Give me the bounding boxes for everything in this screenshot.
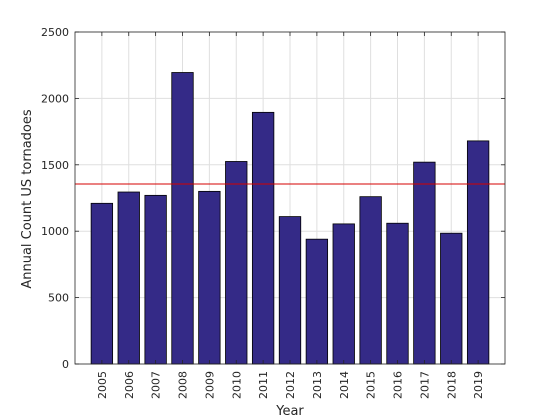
- bar-2014: [332, 223, 355, 365]
- bar-2011: [251, 111, 275, 365]
- x-tick-label: 2006: [123, 371, 136, 399]
- x-tick-label: 2005: [96, 371, 109, 399]
- x-tick-label: 2010: [230, 371, 243, 399]
- bar-2017: [413, 161, 436, 365]
- bar-2009: [198, 190, 221, 365]
- y-tick-label: 500: [48, 292, 69, 305]
- x-tick-label: 2009: [203, 371, 216, 399]
- bar-2018: [440, 232, 463, 365]
- x-tick-label: 2011: [257, 371, 270, 399]
- x-tick-label: 2013: [311, 371, 324, 399]
- y-tick-label: 2500: [41, 26, 69, 39]
- x-tick-label: 2014: [338, 371, 351, 399]
- bar-2015: [359, 196, 382, 365]
- x-axis-label: Year: [275, 404, 304, 419]
- x-tick-label: 2015: [365, 371, 378, 399]
- x-tick-label: 2018: [445, 371, 458, 399]
- bar-2007: [144, 194, 167, 365]
- x-tick-label: 2016: [392, 371, 405, 399]
- y-axis-label: Annual Count US tornadoes: [20, 109, 35, 289]
- y-tick-label: 1500: [41, 159, 69, 172]
- x-tick-label: 2012: [284, 371, 297, 399]
- bar-2010: [225, 161, 248, 365]
- y-tick-label: 2000: [41, 92, 69, 105]
- x-tick-labels: 2005 2006 2007 2008 2009 2010 2011 2012 2013 2014…: [96, 371, 485, 399]
- y-tick-label: 0: [62, 358, 69, 371]
- x-tick-label: 2007: [150, 371, 163, 399]
- bar-2019: [466, 140, 490, 365]
- bar-2016: [386, 222, 409, 365]
- axes: [74, 31, 506, 365]
- bar-2006: [117, 191, 140, 365]
- x-tick-label: 2008: [177, 371, 190, 399]
- bar-2008: [171, 72, 194, 365]
- bar-2013: [305, 238, 329, 365]
- bar-2005: [90, 202, 114, 365]
- bar-2012: [278, 216, 302, 365]
- y-tick-label: 1000: [41, 225, 69, 238]
- x-tick-label: 2017: [418, 371, 431, 399]
- x-tick-label: 2019: [472, 371, 485, 399]
- y-tick-labels: 0 500 1000 1500 2000 2500: [41, 26, 69, 371]
